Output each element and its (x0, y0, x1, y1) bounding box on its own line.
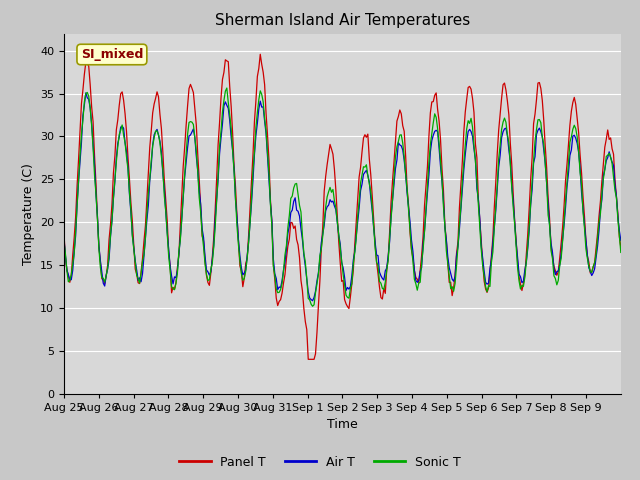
Panel T (305, 357, 312, 362)
Panel T (617, 244, 625, 250)
Sonic T (349, 261, 357, 267)
Panel T (349, 268, 357, 274)
Text: SI_mixed: SI_mixed (81, 48, 143, 61)
Air T (617, 238, 625, 243)
X-axis label: Time: Time (327, 418, 358, 431)
Air T (349, 257, 357, 263)
Sonic T (60, 239, 68, 245)
Air T (308, 298, 316, 303)
Line: Panel T: Panel T (64, 54, 621, 360)
Title: Sherman Island Air Temperatures: Sherman Island Air Temperatures (215, 13, 470, 28)
Air T (616, 228, 623, 233)
Panel T (616, 234, 623, 240)
Panel T (97, 259, 104, 264)
Sonic T (616, 232, 623, 238)
Air T (82, 90, 90, 96)
Sonic T (617, 250, 625, 255)
Sonic T (97, 264, 104, 270)
Sonic T (223, 85, 230, 91)
Sonic T (79, 117, 87, 123)
Sonic T (308, 303, 316, 309)
Air T (79, 113, 87, 119)
Line: Air T: Air T (64, 93, 621, 300)
Line: Sonic T: Sonic T (64, 88, 621, 306)
Sonic T (460, 160, 468, 166)
Air T (460, 167, 468, 173)
Air T (98, 269, 106, 275)
Air T (60, 236, 68, 242)
Panel T (543, 165, 550, 171)
Panel T (257, 51, 264, 57)
Panel T (60, 232, 68, 238)
Air T (543, 181, 550, 187)
Y-axis label: Temperature (C): Temperature (C) (22, 163, 35, 264)
Sonic T (543, 180, 550, 186)
Panel T (79, 87, 87, 93)
Panel T (460, 129, 468, 135)
Legend: Panel T, Air T, Sonic T: Panel T, Air T, Sonic T (174, 451, 466, 474)
